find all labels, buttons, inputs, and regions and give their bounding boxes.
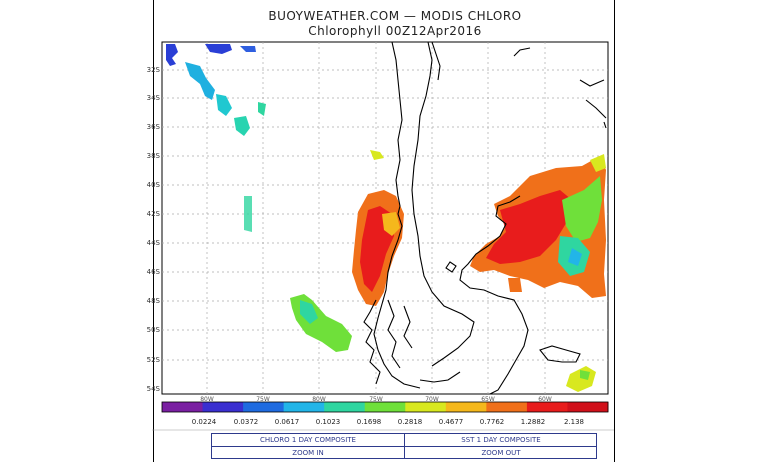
colorbar-tick-label: 0.0224 <box>192 418 217 426</box>
colorbar-tick-label: 0.2818 <box>398 418 423 426</box>
lat-label: 48S <box>147 297 161 305</box>
lon-label: 75W <box>256 396 270 403</box>
colorbar-segment <box>202 402 244 412</box>
lat-label: 40S <box>147 181 161 189</box>
lat-label: 44S <box>147 239 161 247</box>
colorbar-border <box>161 401 609 413</box>
lat-label: 34S <box>147 94 161 102</box>
colorbar-segment <box>243 402 285 412</box>
colorbar-segment <box>526 402 568 412</box>
lon-labels: 80W 75W 80W 75W 70W 65W 60W <box>200 396 552 403</box>
lat-label: 38S <box>147 152 161 160</box>
colorbar-tick-label: 0.0617 <box>275 418 300 426</box>
lon-label: 60W <box>538 396 552 403</box>
lat-label: 46S <box>147 268 161 276</box>
chlorophyll-patches <box>166 44 606 392</box>
lon-label: 80W <box>312 396 326 403</box>
colorbar-segment <box>364 402 406 412</box>
button-divider-horizontal <box>212 446 596 447</box>
right-frame-border <box>614 0 615 462</box>
page-title: BUOYWEATHER.COM — MODIS CHLORO <box>268 9 522 23</box>
colorbar-segment <box>283 402 325 412</box>
colorbar-segment <box>486 402 528 412</box>
colorbar-segment <box>405 402 447 412</box>
colorbar <box>161 401 609 413</box>
colorbar-segment <box>162 402 204 412</box>
sst-composite-button[interactable]: SST 1 DAY COMPOSITE <box>461 436 541 444</box>
colorbar-tick-label: 0.7762 <box>480 418 505 426</box>
lon-label: 80W <box>200 396 214 403</box>
zoom-in-button[interactable]: ZOOM IN <box>292 449 324 457</box>
colorbar-tick-label: 0.4677 <box>439 418 464 426</box>
lat-label: 36S <box>147 123 161 131</box>
lat-label: 52S <box>147 356 161 364</box>
colorbar-segment <box>324 402 366 412</box>
lat-label: 50S <box>147 326 161 334</box>
left-frame-border <box>153 0 154 462</box>
lat-label: 54S <box>147 385 161 393</box>
lon-label: 75W <box>369 396 383 403</box>
lat-label: 32S <box>147 66 161 74</box>
lat-labels: 32S 34S 36S 38S 40S 42S 44S 46S 48S 50S … <box>147 66 161 393</box>
colorbar-tick-label: 0.1023 <box>316 418 341 426</box>
colorbar-segment <box>445 402 487 412</box>
chloro-composite-button[interactable]: CHLORO 1 DAY COMPOSITE <box>260 436 356 444</box>
button-grid: CHLORO 1 DAY COMPOSITE SST 1 DAY COMPOSI… <box>211 433 597 459</box>
colorbar-tick-label: 0.1698 <box>357 418 382 426</box>
coastline <box>363 41 607 395</box>
page-subtitle: Chlorophyll 00Z12Apr2016 <box>308 24 482 38</box>
lon-label: 70W <box>425 396 439 403</box>
colorbar-tick-label: 0.0372 <box>234 418 259 426</box>
zoom-out-button[interactable]: ZOOM OUT <box>481 449 521 457</box>
colorbar-labels: 0.0224 0.0372 0.0617 0.1023 0.1698 0.281… <box>192 418 584 426</box>
colorbar-segment <box>567 402 609 412</box>
lat-label: 42S <box>147 210 161 218</box>
colorbar-tick-label: 2.138 <box>564 418 584 426</box>
lon-label: 65W <box>481 396 495 403</box>
colorbar-tick-label: 1.2882 <box>521 418 546 426</box>
